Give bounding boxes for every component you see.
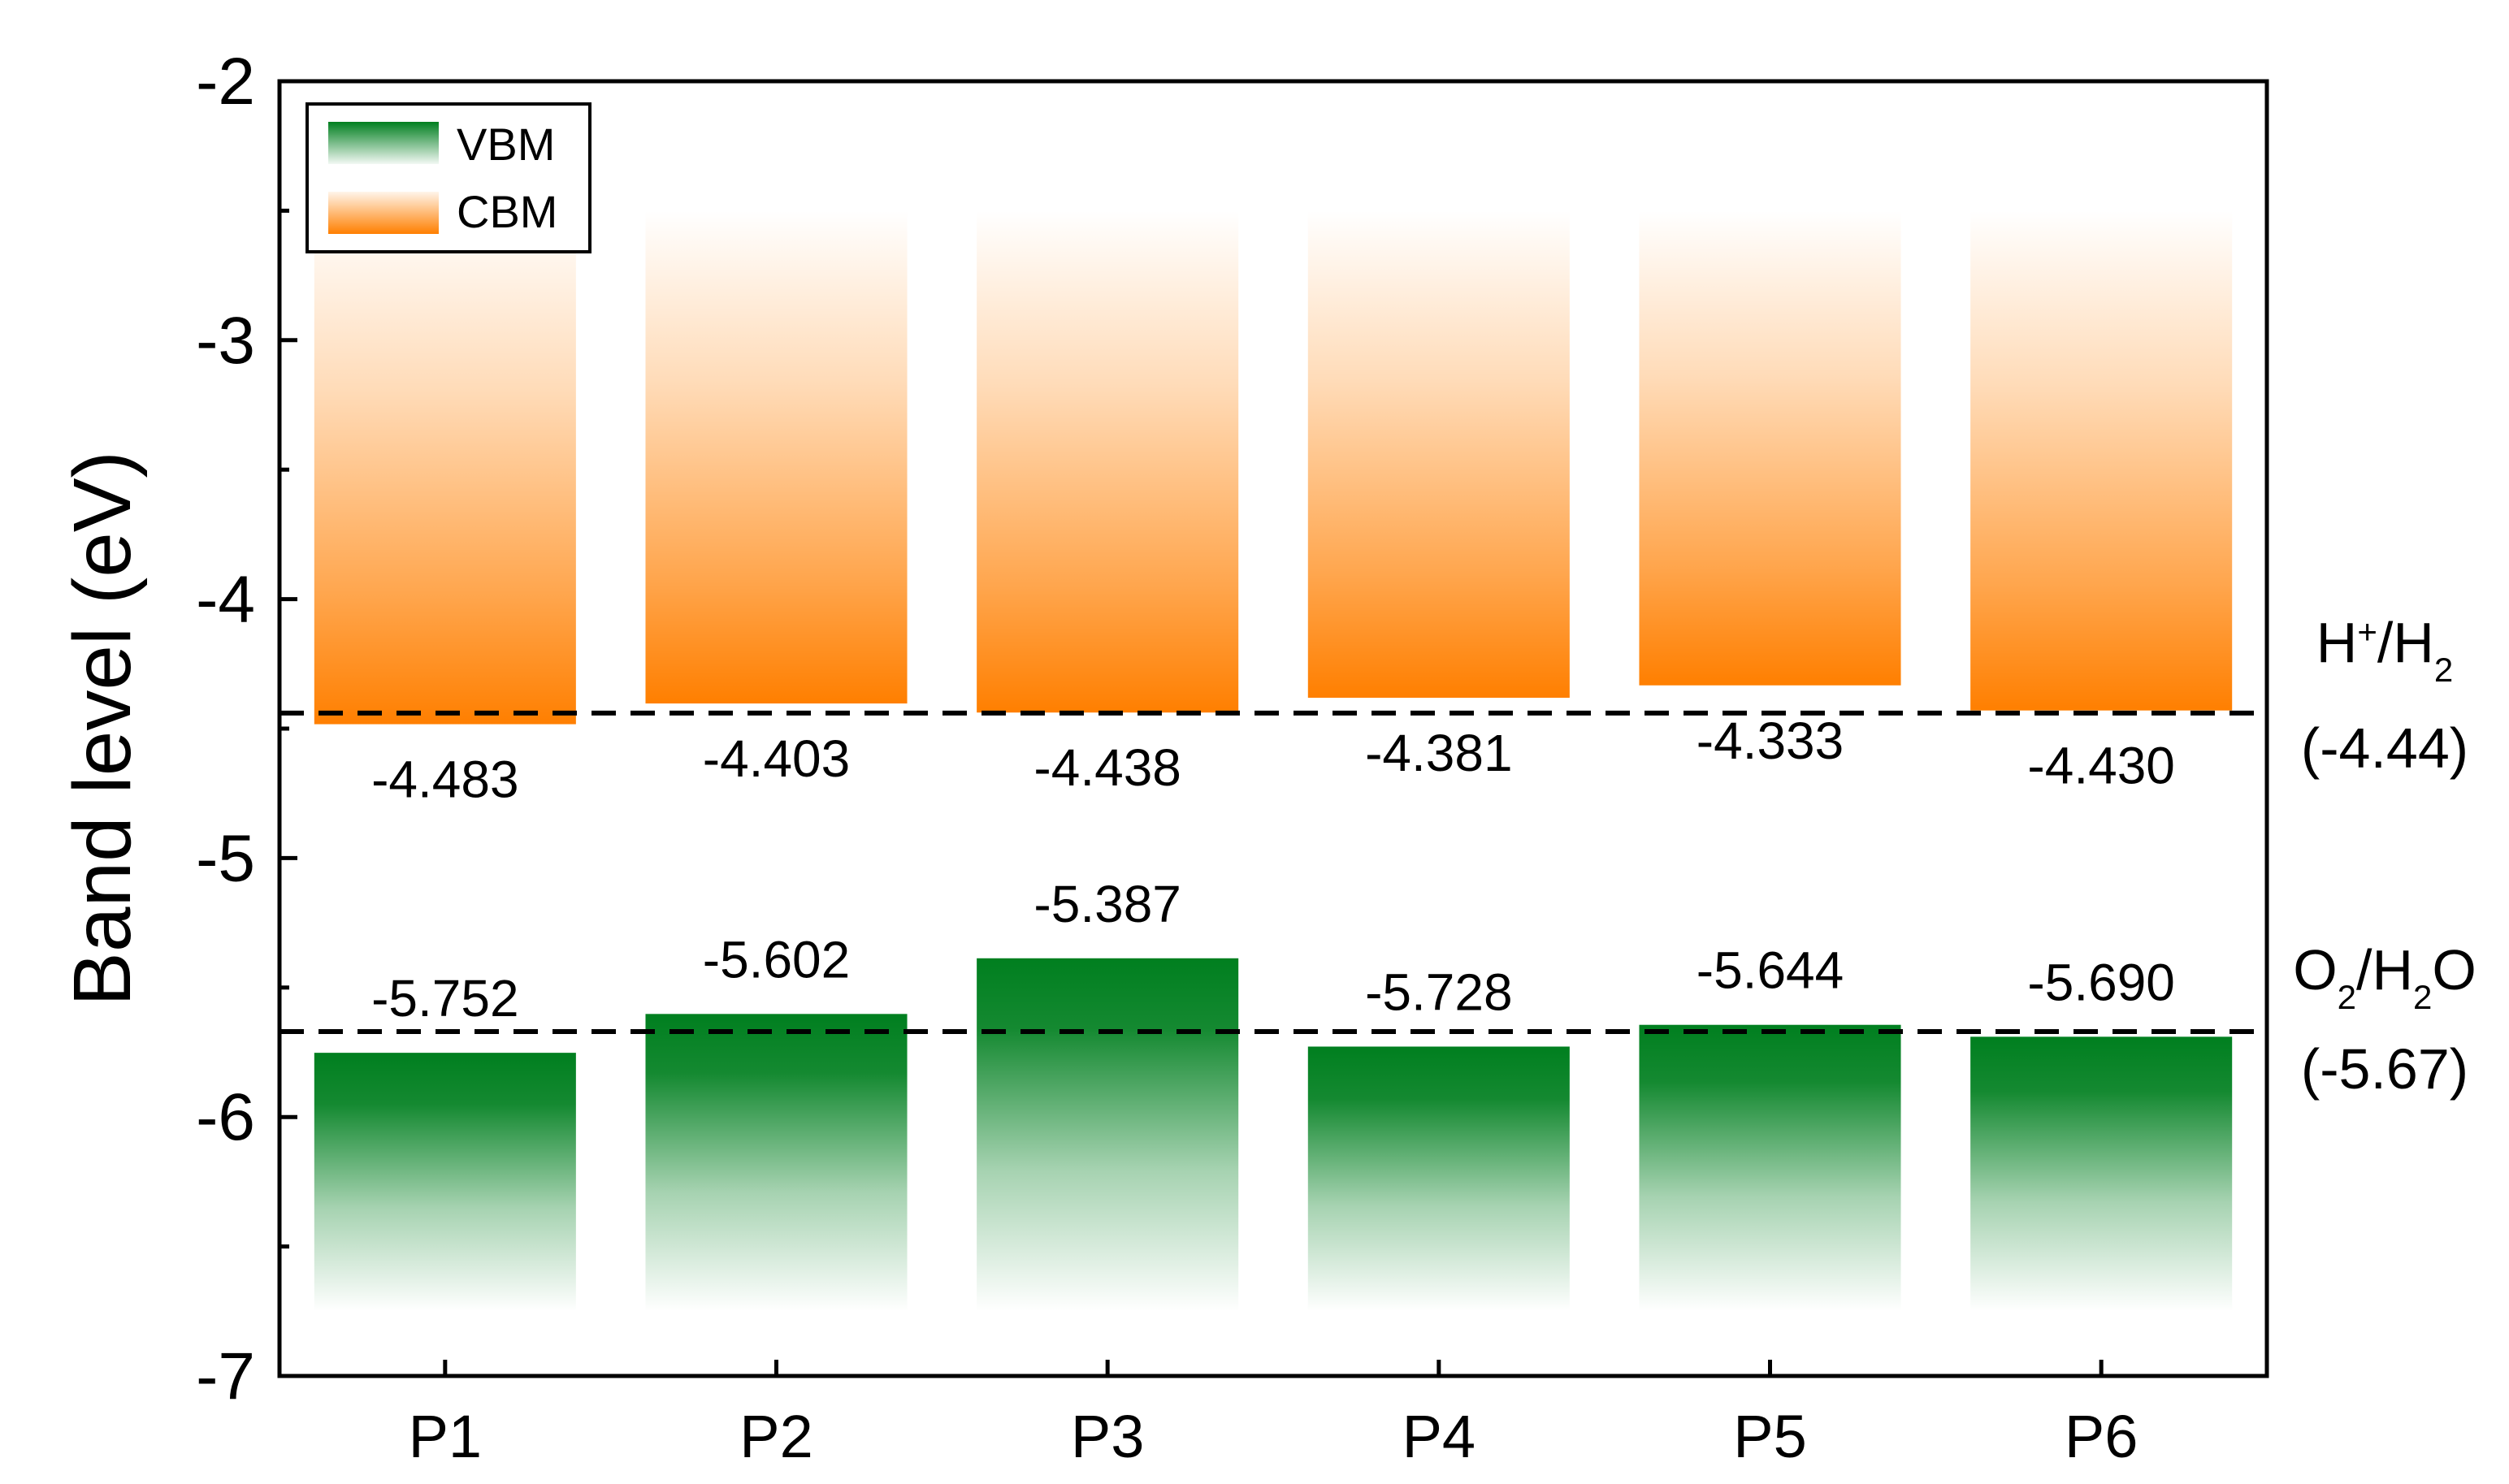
vbm-label-p1: -5.752 [371,969,518,1028]
cbm-label-p6: -4.430 [2027,737,2174,795]
legend-swatch-cbm [328,192,439,234]
vbm-bar-p1 [314,1053,576,1312]
cbm-bar-p5 [1639,210,1901,686]
y-tick-label: -7 [196,1339,255,1413]
x-tick-label-p1: P1 [409,1403,483,1470]
vbm-label-p5: -5.644 [1696,941,1844,1000]
vbm-bar-p4 [1307,1046,1570,1312]
plot-frame [277,79,2269,1378]
bars-layer [314,210,2233,1312]
vbm-label-p6: -5.690 [2027,953,2174,1011]
y-tick-label: -5 [196,821,255,895]
axis-layer: P1 P2 P3 P4 P5 P6 -2 -3 -4 -5 -6 -7 [196,45,2138,1470]
vbm-bar-p6 [1970,1036,2233,1312]
cbm-bar-p1 [314,210,576,725]
ref-o-value: (-5.67) [2301,1037,2468,1101]
vbm-label-p4: -5.728 [1365,963,1512,1021]
vbm-bar-p2 [645,1014,908,1312]
cbm-label-p3: -4.438 [1034,738,1181,797]
cbm-bar-p2 [645,210,908,704]
cbm-label-p4: -4.381 [1365,724,1512,782]
reference-lines-layer [280,710,2267,1034]
y-tick-label: -6 [196,1080,255,1154]
ref-h-value: (-4.44) [2301,716,2468,780]
x-tick-label-p2: P2 [739,1403,813,1470]
x-tick-label-p4: P4 [1402,1403,1476,1470]
x-tick-label-p5: P5 [1733,1403,1807,1470]
vbm-bar-p3 [977,958,1239,1312]
y-tick-label: -4 [196,563,255,637]
ref-h-name: H+/H2 [2316,611,2453,689]
vbm-bar-p5 [1639,1024,1901,1312]
reference-label-o2-h2o: O2/H2O (-5.67) [2293,938,2476,1101]
legend-label-cbm: CBM [457,186,557,237]
data-labels-layer: -4.483 -5.752 -4.403 -5.602 -4.438 -5.387 -4.3… [371,712,2175,1028]
cbm-label-p2: -4.403 [703,729,850,788]
cbm-bar-p4 [1307,210,1570,699]
y-tick-label: -3 [196,304,255,378]
x-tick-label-p6: P6 [2065,1403,2138,1470]
cbm-label-p5: -4.333 [1696,712,1844,770]
legend: VBM CBM [306,102,592,253]
x-tick-label-p3: P3 [1071,1403,1145,1470]
cbm-bar-p3 [977,210,1239,713]
ref-o-name: O2/H2O [2293,938,2476,1016]
cbm-label-p1: -4.483 [371,751,518,809]
legend-swatch-vbm [328,122,439,164]
vbm-label-p2: -5.602 [703,930,850,989]
reference-label-h-plus-h2: H+/H2 (-4.44) [2301,611,2468,780]
vbm-label-p3: -5.387 [1034,875,1181,933]
cbm-bar-p6 [1970,210,2233,711]
y-tick-label: -2 [196,45,255,119]
legend-label-vbm: VBM [457,119,555,170]
y-axis-label: Band level (eV) [57,451,148,1006]
